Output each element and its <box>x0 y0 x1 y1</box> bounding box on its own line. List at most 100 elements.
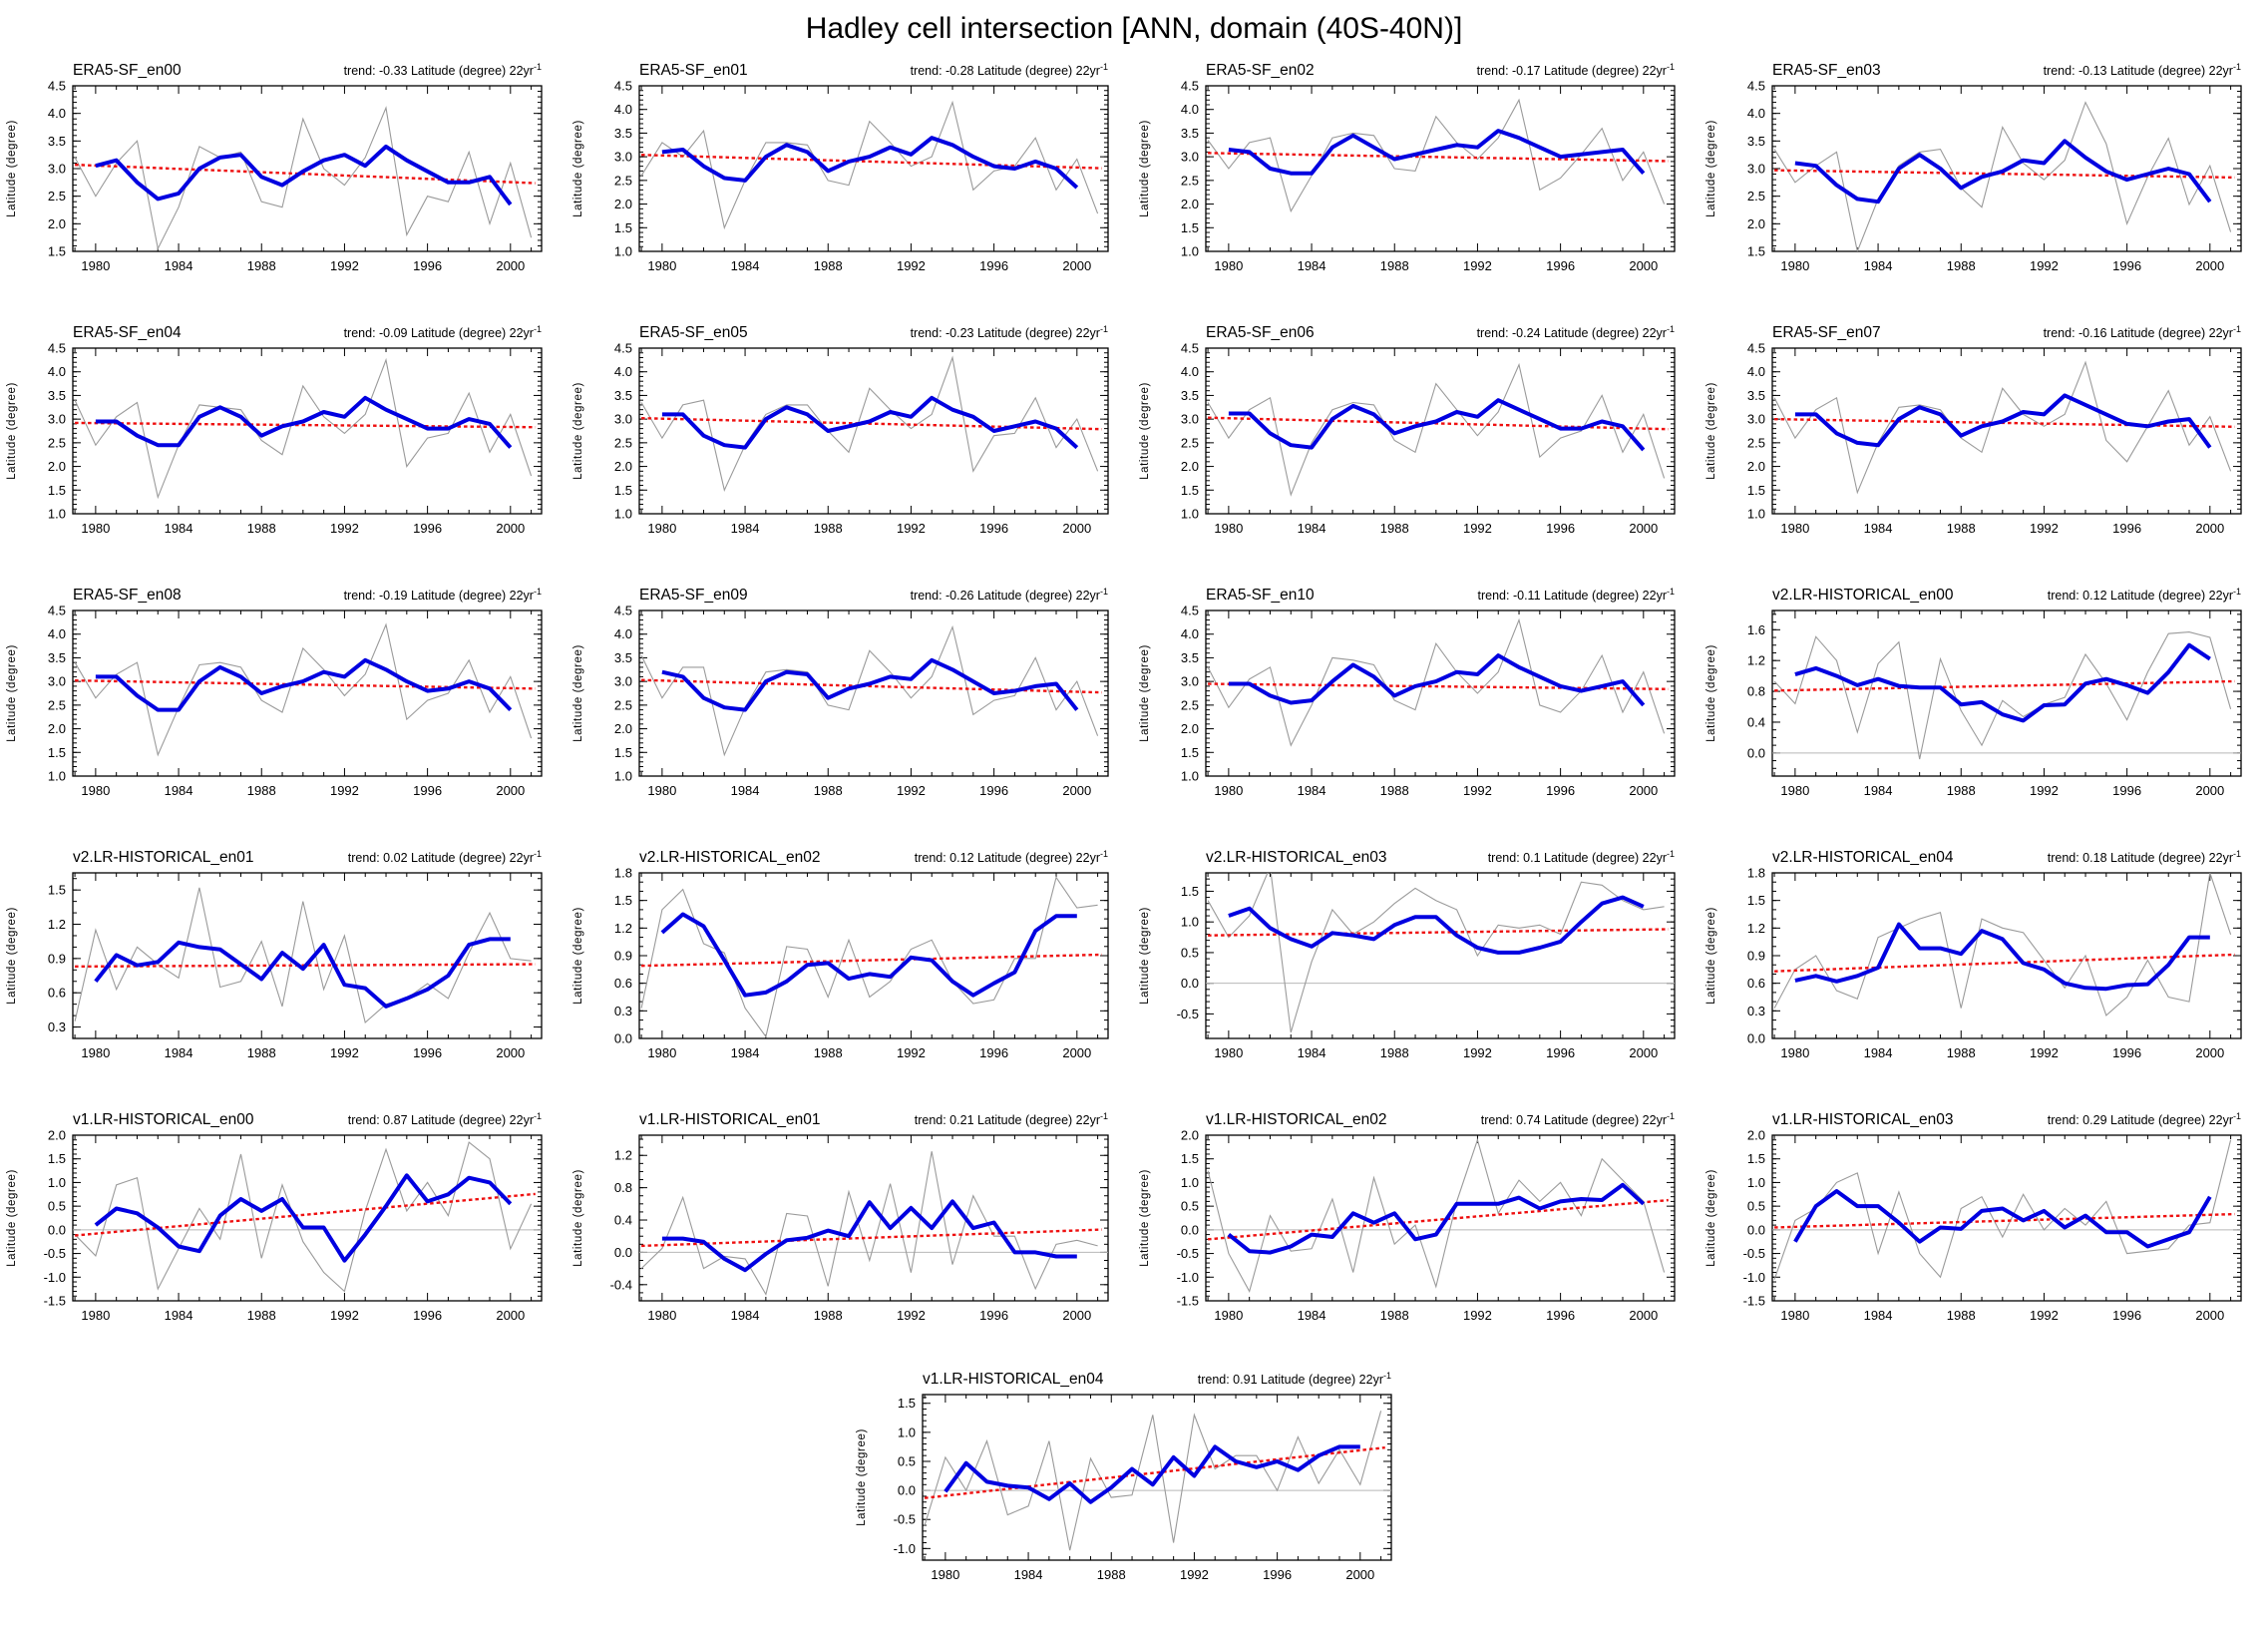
x-tick-label: 1996 <box>1546 521 1575 536</box>
x-tick-label: 1992 <box>1463 1045 1492 1060</box>
y-tick-label: 1.0 <box>898 1424 916 1439</box>
x-tick-label: 1984 <box>1298 1308 1326 1323</box>
plot-frame <box>1771 610 2242 777</box>
x-tick-label: 1980 <box>1780 783 1809 798</box>
y-tick-label: 4.0 <box>1747 106 1765 121</box>
y-tick-label: 1.0 <box>614 244 632 259</box>
page-title: Hadley cell intersection [ANN, domain (4… <box>805 12 1463 45</box>
chart-svg: v2.LR-HISTORICAL_en04 trend: 0.18 Latitud… <box>1705 849 2242 1060</box>
smoothed-line <box>661 1199 1077 1273</box>
y-tick-label: 1.0 <box>1181 244 1199 259</box>
y-tick-label: 4.0 <box>1181 626 1199 641</box>
y-tick-label: 1.5 <box>48 1151 66 1166</box>
plot-frame <box>1771 347 2242 515</box>
y-tick-label: 0.0 <box>614 1245 632 1260</box>
y-tick-label: 4.5 <box>48 341 66 356</box>
plot-frame <box>72 347 543 515</box>
trend-line <box>641 1228 1102 1248</box>
y-tick-label: 0.0 <box>48 1222 66 1237</box>
axis-ticks: 1980 1984 1988 1992 1996 2000 1.0 1.5 2.0 2.5 3.0 3… <box>48 341 542 536</box>
y-tick-label: 1.5 <box>1181 745 1199 760</box>
annual-line <box>74 357 533 500</box>
x-tick-label: 2000 <box>1062 258 1091 273</box>
y-axis-title: Latitude (degree) <box>6 644 18 742</box>
plot-frame <box>1205 610 1676 777</box>
y-tick-label: 1.0 <box>1181 1175 1199 1190</box>
panel-title: ERA5-SF_en07 <box>1772 324 1881 341</box>
x-tick-label: 1992 <box>2030 521 2059 536</box>
panel-title: ERA5-SF_en06 <box>1206 324 1315 341</box>
y-tick-label: 2.5 <box>614 435 632 450</box>
y-tick-label: 2.0 <box>1747 1128 1765 1143</box>
x-tick-label: 2000 <box>496 1308 525 1323</box>
x-tick-label: 1984 <box>165 258 193 273</box>
x-tick-label: 1980 <box>1780 1045 1809 1060</box>
y-tick-label: 1.6 <box>1747 622 1765 637</box>
y-axis-title: Latitude (degree) <box>572 1169 584 1267</box>
x-tick-label: 1988 <box>1380 521 1409 536</box>
x-tick-label: 1980 <box>81 1045 110 1060</box>
panel-title: v1.LR-HISTORICAL_en03 <box>1772 1111 1954 1128</box>
y-tick-label: 4.5 <box>1747 79 1765 94</box>
panel-title: ERA5-SF_en08 <box>73 587 182 604</box>
y-tick-label: 0.0 <box>898 1483 916 1498</box>
x-tick-label: 1992 <box>2030 1308 2059 1323</box>
annual-line <box>74 106 533 250</box>
axis-ticks: 1980 1984 1988 1992 1996 2000 1.0 1.5 2.0 2.5 3.0 3… <box>614 341 1108 536</box>
axis-ticks: 1980 1984 1988 1992 1996 2000 1.0 1.5 2.0 2.5 3.0 3… <box>1181 604 1675 798</box>
annual-line <box>1773 101 2232 251</box>
chart-svg: v2.LR-HISTORICAL_en00 trend: 0.12 Latitud… <box>1705 587 2242 798</box>
chart-panel-ERA5-SF_en06: ERA5-SF_en06 trend: -0.24 Latitude (degre… <box>1134 318 1701 576</box>
y-tick-label: 1.0 <box>48 507 66 522</box>
y-tick-label: 3.0 <box>1747 412 1765 427</box>
chart-svg: ERA5-SF_en02 trend: -0.17 Latitude (degre… <box>1139 62 1676 273</box>
x-tick-label: 1988 <box>1380 1308 1409 1323</box>
axis-ticks: 1980 1984 1988 1992 1996 2000 1.5 2.0 2.5 3.0 3.5 4… <box>1747 79 2241 273</box>
panel-title: ERA5-SF_en09 <box>639 587 748 604</box>
x-tick-label: 1988 <box>1947 1045 1976 1060</box>
y-tick-label: 3.5 <box>614 126 632 141</box>
y-tick-label: 3.5 <box>614 388 632 403</box>
trend-label: trend: -0.17 Latitude (degree) 22yr-1 <box>1477 62 1675 78</box>
chart-panel-ERA5-SF_en03: ERA5-SF_en03 trend: -0.13 Latitude (degre… <box>1701 56 2267 313</box>
y-tick-label: 1.5 <box>1181 1151 1199 1166</box>
x-tick-label: 1996 <box>1546 783 1575 798</box>
chart-svg: v1.LR-HISTORICAL_en01 trend: 0.21 Latitud… <box>572 1111 1109 1323</box>
x-tick-label: 1980 <box>1214 1045 1243 1060</box>
x-tick-label: 1988 <box>1947 258 1976 273</box>
y-tick-label: 1.5 <box>48 244 66 259</box>
panel-title: v2.LR-HISTORICAL_en03 <box>1206 849 1387 866</box>
y-tick-label: 2.0 <box>1181 459 1199 474</box>
plot-frame <box>638 85 1109 252</box>
panel-title: ERA5-SF_en04 <box>73 324 182 341</box>
y-tick-label: 3.5 <box>1747 134 1765 149</box>
trend-line <box>1208 928 1669 937</box>
y-tick-label: -0.4 <box>610 1277 632 1292</box>
x-tick-label: 1992 <box>1463 258 1492 273</box>
y-axis-title: Latitude (degree) <box>1705 907 1717 1005</box>
x-tick-label: 1996 <box>2112 258 2141 273</box>
y-tick-label: 0.9 <box>614 949 632 964</box>
axis-ticks: 1980 1984 1988 1992 1996 2000 -1.5 -1.0 -0.5 0.0 0… <box>1177 1128 1675 1323</box>
trend-label: trend: 0.12 Latitude (degree) 22yr-1 <box>2048 587 2241 603</box>
y-tick-label: 2.5 <box>614 173 632 188</box>
x-tick-label: 1980 <box>647 783 676 798</box>
plot-frame <box>1205 872 1676 1039</box>
x-tick-label: 1996 <box>1546 1045 1575 1060</box>
plot-frame <box>638 610 1109 777</box>
chart-panel-v1.LR-HISTORICAL_en02: v1.LR-HISTORICAL_en02 trend: 0.74 Latitud… <box>1134 1105 1701 1363</box>
plot-frame <box>1205 1134 1676 1302</box>
x-tick-label: 1992 <box>330 1045 359 1060</box>
y-tick-label: 2.5 <box>48 697 66 712</box>
y-tick-label: 1.0 <box>48 1175 66 1190</box>
y-tick-label: 1.0 <box>1747 507 1765 522</box>
chart-svg: v2.LR-HISTORICAL_en01 trend: 0.02 Latitud… <box>6 849 543 1060</box>
plot-frame <box>72 1134 543 1302</box>
x-tick-label: 1984 <box>1014 1567 1043 1582</box>
panel-title: v1.LR-HISTORICAL_en04 <box>923 1371 1104 1388</box>
trend-label: trend: 0.02 Latitude (degree) 22yr-1 <box>348 849 542 865</box>
smoothed-line <box>95 144 513 206</box>
y-tick-label: 2.0 <box>614 721 632 736</box>
x-tick-label: 1988 <box>1947 521 1976 536</box>
y-tick-label: -1.5 <box>44 1294 66 1309</box>
